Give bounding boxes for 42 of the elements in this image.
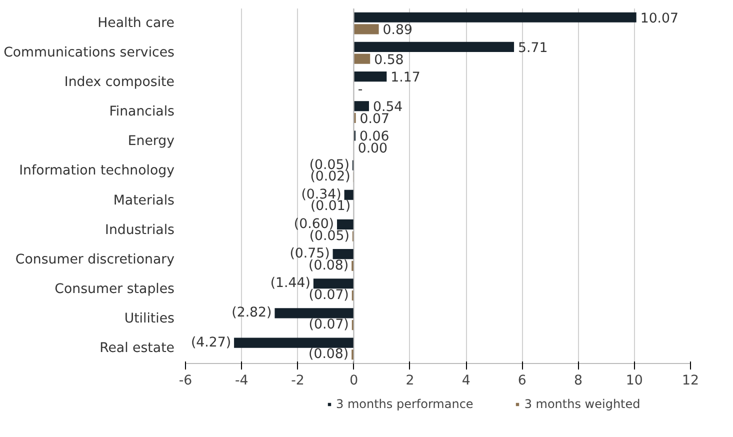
- y-tick-label: Materials: [113, 193, 175, 208]
- x-tick-label: -6: [178, 374, 192, 388]
- x-tick-label: 2: [406, 374, 414, 388]
- data-label: (0.01): [310, 199, 351, 214]
- y-tick-label: Health care: [98, 16, 175, 31]
- legend-label: 3 months performance: [336, 397, 474, 411]
- data-label: 10.07: [640, 11, 679, 26]
- legend-label: 3 months weighted: [524, 397, 640, 411]
- x-tick-label: 12: [682, 374, 699, 388]
- data-label: (2.82): [232, 306, 272, 321]
- x-tick-label: 6: [518, 374, 526, 388]
- y-tick-label: Energy: [128, 134, 175, 150]
- data-label: 0.07: [360, 112, 390, 127]
- y-tick-label: Financials: [109, 104, 175, 120]
- data-label: (0.07): [308, 288, 349, 303]
- data-label: 0.89: [382, 23, 412, 38]
- data-label: (0.08): [308, 347, 349, 362]
- x-tick-label: -2: [291, 374, 304, 388]
- y-tick-label: Index composite: [64, 74, 175, 90]
- data-label: (0.05): [309, 228, 350, 244]
- data-label: (0.02): [310, 170, 350, 185]
- y-tick-label: Real estate: [100, 341, 175, 356]
- text: -: [358, 82, 363, 98]
- y-tick-label: Consumer staples: [54, 282, 175, 298]
- data-label: (4.27): [190, 335, 232, 350]
- data-label: 5.71: [518, 40, 548, 56]
- y-tick-label: Information technology: [19, 164, 175, 179]
- data-label: (1.44): [270, 276, 310, 292]
- x-tick-label: 10: [626, 374, 643, 388]
- y-tick-label: Utilities: [124, 312, 175, 327]
- data-label: 0.00: [358, 142, 388, 157]
- y-tick-label: Consumer discretionary: [15, 252, 175, 268]
- data-label: (0.07): [308, 318, 349, 333]
- y-tick-label: Communications services: [4, 45, 175, 60]
- x-tick-label: 8: [574, 374, 583, 388]
- data-label: 0.58: [374, 52, 404, 68]
- x-tick-label: -4: [234, 374, 248, 388]
- x-tick-label: 0: [350, 374, 358, 388]
- y-tick-label: Industrials: [105, 222, 175, 238]
- x-tick-label: 4: [462, 374, 470, 388]
- data-label: 1.17: [390, 70, 420, 86]
- data-label: (0.08): [308, 258, 349, 274]
